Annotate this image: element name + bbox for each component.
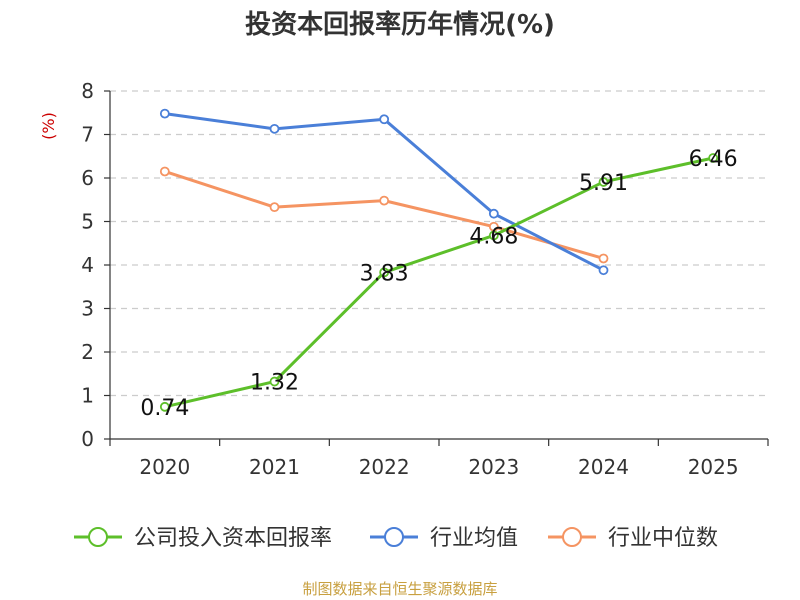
y-tick-label: 2 [81,340,94,364]
data-point [379,267,390,278]
data-point [159,108,170,119]
data-point [159,401,170,412]
data-labels: 0.74 1.32 3.83 4.68 5.91 6.46 [140,147,737,421]
grid-lines [110,90,768,397]
axes [109,91,768,440]
y-tick-label: 3 [81,297,94,321]
y-tick-label: 8 [81,79,94,103]
legend-marker [88,527,108,547]
data-point [269,202,280,213]
y-axis-ticks: 0 1 2 3 4 5 6 7 8 [81,79,110,451]
data-label: 4.68 [469,224,518,249]
x-tick-label: 2025 [688,455,739,479]
x-tick-label: 2023 [468,455,519,479]
y-tick-label: 4 [81,253,94,277]
legend-label: 行业中位数 [608,526,718,551]
data-point [159,166,170,177]
y-axis-unit: (%) [39,112,58,140]
legend-label: 公司投入资本回报率 [134,526,332,551]
x-tick-label: 2021 [249,455,300,479]
data-point [488,208,499,219]
data-point [598,253,609,264]
data-point [598,265,609,276]
data-label: 1.32 [250,371,299,396]
data-point [488,230,499,241]
data-point [708,153,719,163]
x-tick-label: 2020 [139,455,190,479]
y-tick-label: 1 [81,384,94,408]
legend: 公司投入资本回报率 行业均值 行业中位数 [74,526,718,551]
data-point [269,376,280,387]
legend-marker [384,527,404,547]
data-point [379,195,390,206]
y-tick-label: 6 [81,166,94,190]
legend-label: 行业均值 [430,526,518,551]
data-point [269,123,280,134]
y-tick-label: 5 [81,210,94,234]
data-point [379,114,390,125]
chart-title: 投资本回报率历年情况(%) [245,9,555,40]
data-label: 3.83 [360,261,409,286]
series-group [159,108,719,412]
data-label: 6.46 [689,147,738,172]
data-label: 0.74 [140,396,189,421]
data-point [598,177,609,187]
x-axis-ticks: 2020 2021 2022 2023 2024 2025 [109,439,769,479]
x-tick-label: 2024 [578,455,629,479]
x-tick-label: 2022 [359,455,410,479]
source-note: 制图数据来自恒生聚源数据库 [302,580,497,598]
series-line [164,156,714,409]
data-label: 5.91 [579,171,628,196]
legend-marker [562,527,582,547]
y-tick-label: 7 [81,123,94,147]
y-tick-label: 0 [81,427,94,451]
